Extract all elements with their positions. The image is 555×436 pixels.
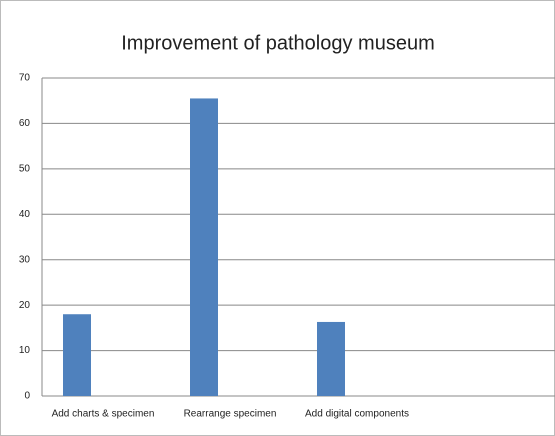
x-tick-label: Add digital components [305,409,409,420]
y-tick-label: 60 [19,118,31,129]
y-tick-label: 10 [19,345,31,356]
y-tick-label: 20 [19,300,31,311]
bar [63,314,91,396]
x-tick-label: Add charts & specimen [52,409,155,420]
y-tick-label: 70 [19,73,31,84]
y-tick-label: 40 [19,209,31,220]
y-tick-label: 0 [24,391,30,402]
y-tick-label: 30 [19,254,31,265]
bar [190,98,218,396]
x-tick-label: Rearrange specimen [184,409,277,420]
y-tick-label: 50 [19,163,31,174]
bar [317,321,345,396]
chart-title: Improvement of pathology museum [121,32,435,54]
